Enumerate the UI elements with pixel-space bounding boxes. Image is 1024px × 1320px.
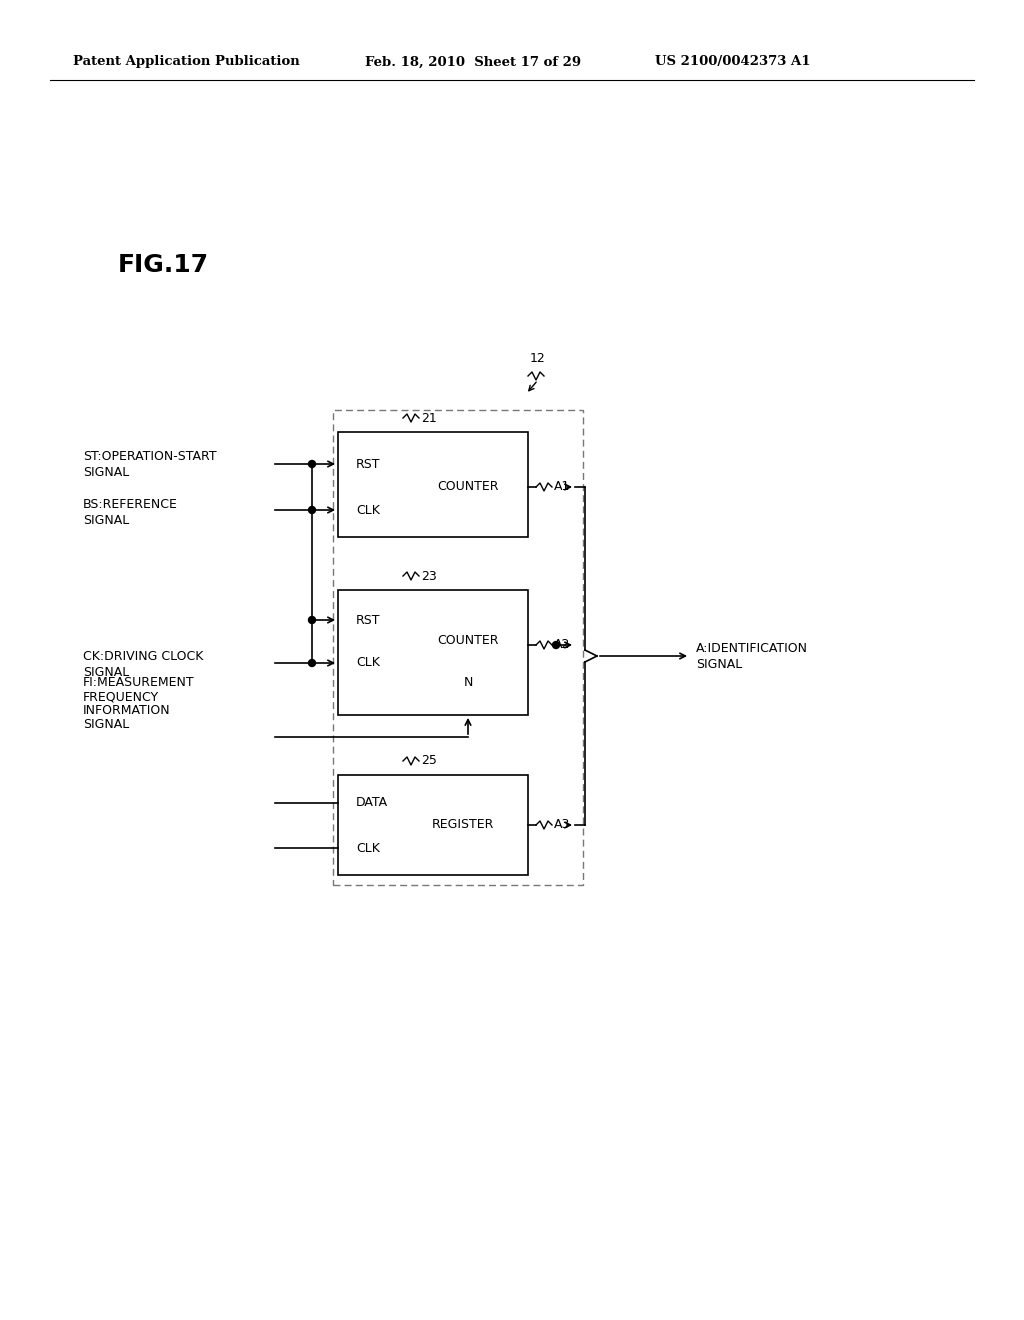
- Text: BS:REFERENCE: BS:REFERENCE: [83, 498, 178, 511]
- Text: SIGNAL: SIGNAL: [83, 513, 129, 527]
- Text: A:IDENTIFICATION: A:IDENTIFICATION: [696, 642, 808, 655]
- Text: 25: 25: [421, 755, 437, 767]
- Text: REGISTER: REGISTER: [432, 818, 495, 832]
- Circle shape: [308, 660, 315, 667]
- Text: RST: RST: [356, 614, 381, 627]
- Text: 21: 21: [421, 412, 437, 425]
- Bar: [338, 775, 528, 875]
- Text: ST:OPERATION-START: ST:OPERATION-START: [83, 450, 217, 462]
- Text: FI:MEASUREMENT: FI:MEASUREMENT: [83, 676, 195, 689]
- Circle shape: [553, 642, 559, 648]
- Text: FIG.17: FIG.17: [118, 253, 209, 277]
- Text: A3: A3: [554, 818, 570, 832]
- Text: Feb. 18, 2010  Sheet 17 of 29: Feb. 18, 2010 Sheet 17 of 29: [365, 55, 582, 69]
- Text: FREQUENCY: FREQUENCY: [83, 690, 159, 704]
- Circle shape: [308, 507, 315, 513]
- Text: SIGNAL: SIGNAL: [83, 718, 129, 731]
- Text: SIGNAL: SIGNAL: [83, 667, 129, 680]
- Text: 23: 23: [421, 569, 437, 582]
- Text: INFORMATION: INFORMATION: [83, 705, 171, 718]
- Text: CLK: CLK: [356, 503, 380, 516]
- Text: CLK: CLK: [356, 656, 380, 669]
- Text: COUNTER: COUNTER: [437, 634, 499, 647]
- Circle shape: [308, 461, 315, 467]
- Text: CK:DRIVING CLOCK: CK:DRIVING CLOCK: [83, 651, 204, 664]
- Text: 12: 12: [530, 351, 546, 364]
- Bar: [338, 590, 528, 715]
- Text: SIGNAL: SIGNAL: [696, 657, 742, 671]
- Text: Patent Application Publication: Patent Application Publication: [73, 55, 300, 69]
- Text: COUNTER: COUNTER: [437, 480, 499, 494]
- Text: A1: A1: [554, 480, 570, 494]
- Text: A2: A2: [554, 639, 570, 652]
- Text: RST: RST: [356, 458, 381, 470]
- Text: DATA: DATA: [356, 796, 388, 809]
- Text: N: N: [463, 676, 473, 689]
- Text: SIGNAL: SIGNAL: [83, 466, 129, 479]
- Bar: [338, 432, 528, 537]
- Text: CLK: CLK: [356, 842, 380, 854]
- Text: US 2100/0042373 A1: US 2100/0042373 A1: [655, 55, 811, 69]
- Circle shape: [308, 616, 315, 623]
